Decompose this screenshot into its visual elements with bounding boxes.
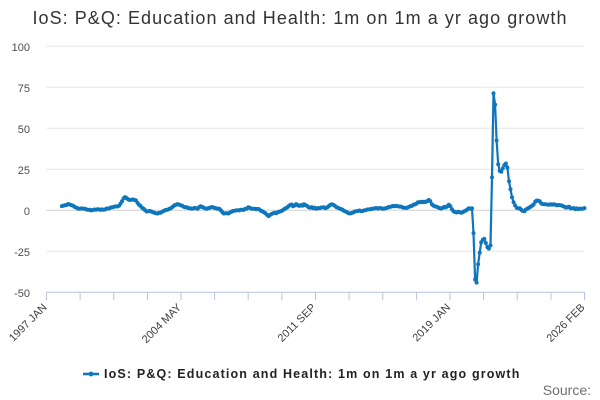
svg-text:100: 100 (12, 42, 30, 54)
svg-text:75: 75 (18, 83, 30, 95)
svg-text:-25: -25 (14, 247, 30, 259)
svg-text:25: 25 (18, 165, 30, 177)
svg-text:IoS: P&Q: Education and Health: IoS: P&Q: Education and Health: 1m on 1m… (32, 8, 567, 28)
svg-text:Source:: Source: (543, 382, 591, 398)
svg-text:IoS: P&Q: Education and Health: IoS: P&Q: Education and Health: 1m on 1m… (104, 367, 521, 381)
svg-text:-50: -50 (14, 288, 30, 300)
svg-text:50: 50 (18, 124, 30, 136)
svg-text:0: 0 (24, 206, 30, 218)
